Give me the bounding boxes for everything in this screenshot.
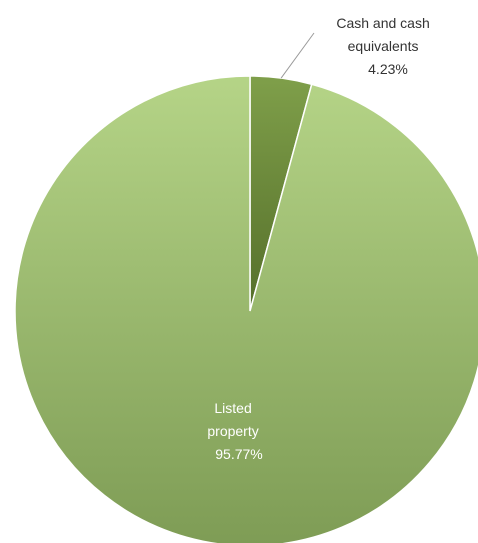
leader-line-cash	[280, 32, 315, 79]
pie-slice-listed	[14, 75, 478, 543]
slice-value-cash: 4.23%	[368, 61, 408, 77]
pie-slices	[14, 75, 478, 543]
slice-label-listed-line1: Listed	[214, 400, 251, 416]
slice-label-cash-line2: equivalents	[348, 38, 419, 54]
slice-label-cash: Cash and cash equivalents 4.23%	[336, 15, 433, 77]
slice-label-listed: Listed property 95.77%	[207, 400, 262, 462]
slice-label-listed-line2: property	[207, 423, 258, 439]
slice-label-cash-line1: Cash and cash	[336, 15, 429, 31]
slice-value-listed: 95.77%	[215, 446, 262, 462]
